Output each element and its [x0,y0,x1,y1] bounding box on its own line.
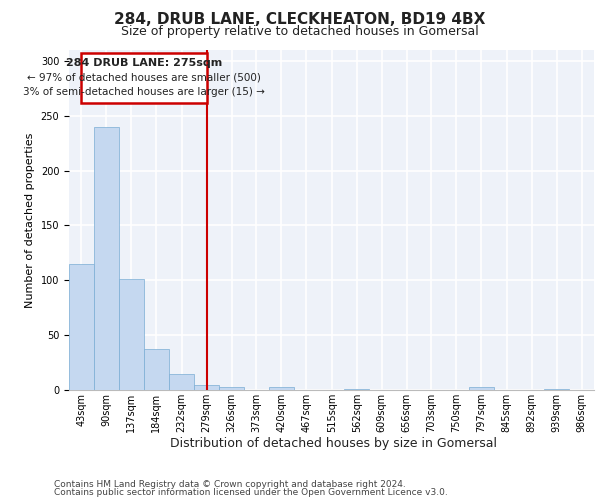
Text: 284 DRUB LANE: 275sqm: 284 DRUB LANE: 275sqm [66,58,222,68]
Bar [69,264,94,390]
Bar [94,127,119,390]
Bar [269,386,294,390]
Text: Distribution of detached houses by size in Gomersal: Distribution of detached houses by size … [170,438,497,450]
Text: Contains public sector information licensed under the Open Government Licence v3: Contains public sector information licen… [54,488,448,497]
Text: ← 97% of detached houses are smaller (500): ← 97% of detached houses are smaller (50… [27,73,261,83]
Y-axis label: Number of detached properties: Number of detached properties [25,132,35,308]
Text: 284, DRUB LANE, CLECKHEATON, BD19 4BX: 284, DRUB LANE, CLECKHEATON, BD19 4BX [115,12,485,28]
Text: Size of property relative to detached houses in Gomersal: Size of property relative to detached ho… [121,25,479,38]
Bar [144,350,169,390]
FancyBboxPatch shape [82,54,206,102]
Bar [194,384,219,390]
Bar [469,386,494,390]
Text: 3% of semi-detached houses are larger (15) →: 3% of semi-detached houses are larger (1… [23,87,265,97]
Bar [119,279,144,390]
Bar [544,389,569,390]
Text: Contains HM Land Registry data © Crown copyright and database right 2024.: Contains HM Land Registry data © Crown c… [54,480,406,489]
Bar [219,386,244,390]
Bar [344,389,369,390]
Bar [169,374,194,390]
